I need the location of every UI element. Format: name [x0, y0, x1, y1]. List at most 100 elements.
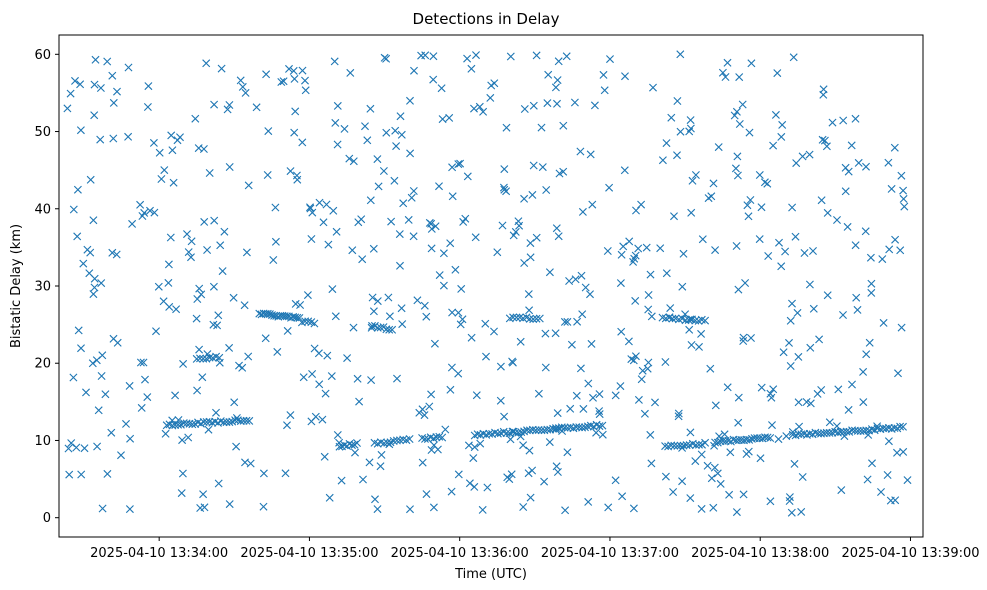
clutter-detection-marker — [606, 55, 614, 64]
clutter-detection-marker — [629, 257, 638, 266]
x-tick-label: 2025-04-10 13:38:00 — [691, 546, 829, 561]
clutter-detection-marker — [851, 241, 860, 250]
clutter-detection-marker — [149, 138, 158, 147]
track-detection-marker — [509, 313, 518, 322]
clutter-detection-marker — [640, 409, 649, 418]
clutter-detection-marker — [844, 405, 853, 414]
clutter-detection-marker — [723, 58, 732, 67]
clutter-detection-marker — [644, 358, 653, 367]
clutter-detection-marker — [632, 206, 640, 215]
clutter-detection-marker — [837, 486, 846, 495]
clutter-detection-marker — [392, 142, 401, 151]
clutter-detection-marker — [214, 479, 223, 488]
clutter-detection-marker — [685, 325, 694, 334]
clutter-detection-marker — [651, 398, 659, 407]
track-detection-marker — [239, 416, 248, 425]
clutter-detection-marker — [734, 285, 743, 294]
clutter-detection-marker — [439, 249, 448, 258]
clutter-detection-marker — [678, 282, 687, 291]
clutter-detection-marker — [103, 469, 112, 478]
clutter-detection-marker — [791, 232, 800, 241]
track-detection-marker — [682, 441, 691, 450]
clutter-detection-marker — [125, 381, 134, 390]
clutter-detection-marker — [438, 115, 447, 124]
clutter-detection-marker — [541, 363, 550, 372]
clutter-detection-marker — [407, 193, 416, 202]
clutter-detection-marker — [637, 375, 646, 384]
clutter-detection-marker — [225, 500, 234, 509]
clutter-detection-marker — [627, 355, 636, 364]
clutter-detection-marker — [335, 438, 344, 447]
clutter-detection-marker — [178, 469, 187, 478]
clutter-detection-marker — [773, 69, 782, 78]
clutter-detection-marker — [744, 447, 753, 456]
clutter-detection-marker — [805, 280, 814, 289]
clutter-detection-marker — [839, 311, 847, 319]
clutter-detection-marker — [311, 412, 320, 421]
clutter-detection-marker — [725, 490, 734, 499]
clutter-detection-marker — [890, 143, 899, 152]
clutter-detection-marker — [634, 395, 643, 404]
clutter-detection-marker — [430, 339, 439, 348]
clutter-detection-marker — [711, 401, 720, 410]
clutter-detection-marker — [113, 338, 122, 347]
clutter-detection-marker — [859, 367, 868, 376]
clutter-detection-marker — [899, 186, 908, 195]
clutter-detection-marker — [625, 237, 634, 246]
clutter-detection-marker — [126, 434, 135, 443]
track-detection-marker — [899, 422, 907, 431]
clutter-detection-marker — [552, 224, 561, 233]
clutter-detection-marker — [144, 82, 153, 91]
clutter-detection-marker — [789, 53, 798, 62]
track-detection-marker — [310, 319, 319, 328]
clutter-detection-marker — [707, 192, 716, 201]
clutter-detection-marker — [379, 167, 388, 175]
clutter-detection-marker — [532, 51, 541, 60]
clutter-detection-marker — [459, 217, 468, 226]
track-detection-marker — [598, 421, 607, 430]
clutter-detection-marker — [355, 397, 364, 406]
clutter-detection-marker — [573, 317, 582, 326]
clutter-detection-marker — [112, 250, 121, 259]
clutter-detection-marker — [698, 235, 707, 244]
clutter-detection-marker — [113, 87, 121, 96]
clutter-detection-marker — [732, 508, 741, 517]
track-detection-marker — [525, 426, 534, 435]
clutter-detection-marker — [191, 114, 200, 123]
clutter-detection-marker — [308, 370, 317, 378]
track-detection-marker — [670, 441, 679, 450]
clutter-detection-marker — [666, 304, 675, 313]
clutter-detection-marker — [463, 172, 472, 181]
clutter-detection-marker — [291, 107, 300, 116]
clutter-detection-marker — [108, 71, 117, 80]
clutter-detection-marker — [674, 412, 683, 421]
clutter-detection-marker — [642, 243, 651, 252]
clutter-detection-marker — [369, 307, 378, 316]
clutter-detection-marker — [806, 343, 815, 352]
x-axis-label: Time (UTC) — [454, 567, 527, 582]
clutter-detection-marker — [289, 66, 298, 75]
clutter-detection-marker — [763, 179, 772, 188]
clutter-detection-marker — [817, 386, 826, 394]
track-detection-marker — [385, 325, 394, 334]
clutter-detection-marker — [368, 293, 377, 302]
clutter-detection-marker — [867, 288, 876, 297]
clutter-detection-marker — [435, 182, 443, 191]
clutter-detection-marker — [695, 342, 703, 351]
clutter-detection-marker — [499, 183, 508, 192]
clutter-detection-marker — [320, 452, 329, 461]
clutter-detection-marker — [592, 428, 601, 437]
clutter-detection-marker — [590, 101, 599, 110]
clutter-detection-marker — [204, 425, 213, 434]
track-detection-marker — [205, 353, 214, 362]
clutter-detection-marker — [697, 504, 706, 513]
clutter-detection-marker — [734, 393, 743, 402]
clutter-detection-marker — [732, 242, 741, 250]
clutter-detection-marker — [891, 496, 900, 505]
clutter-detection-marker — [90, 80, 99, 89]
track-detection-marker — [691, 316, 700, 325]
clutter-detection-marker — [94, 406, 103, 415]
clutter-detection-marker — [586, 290, 594, 299]
clutter-detection-marker — [887, 184, 896, 193]
